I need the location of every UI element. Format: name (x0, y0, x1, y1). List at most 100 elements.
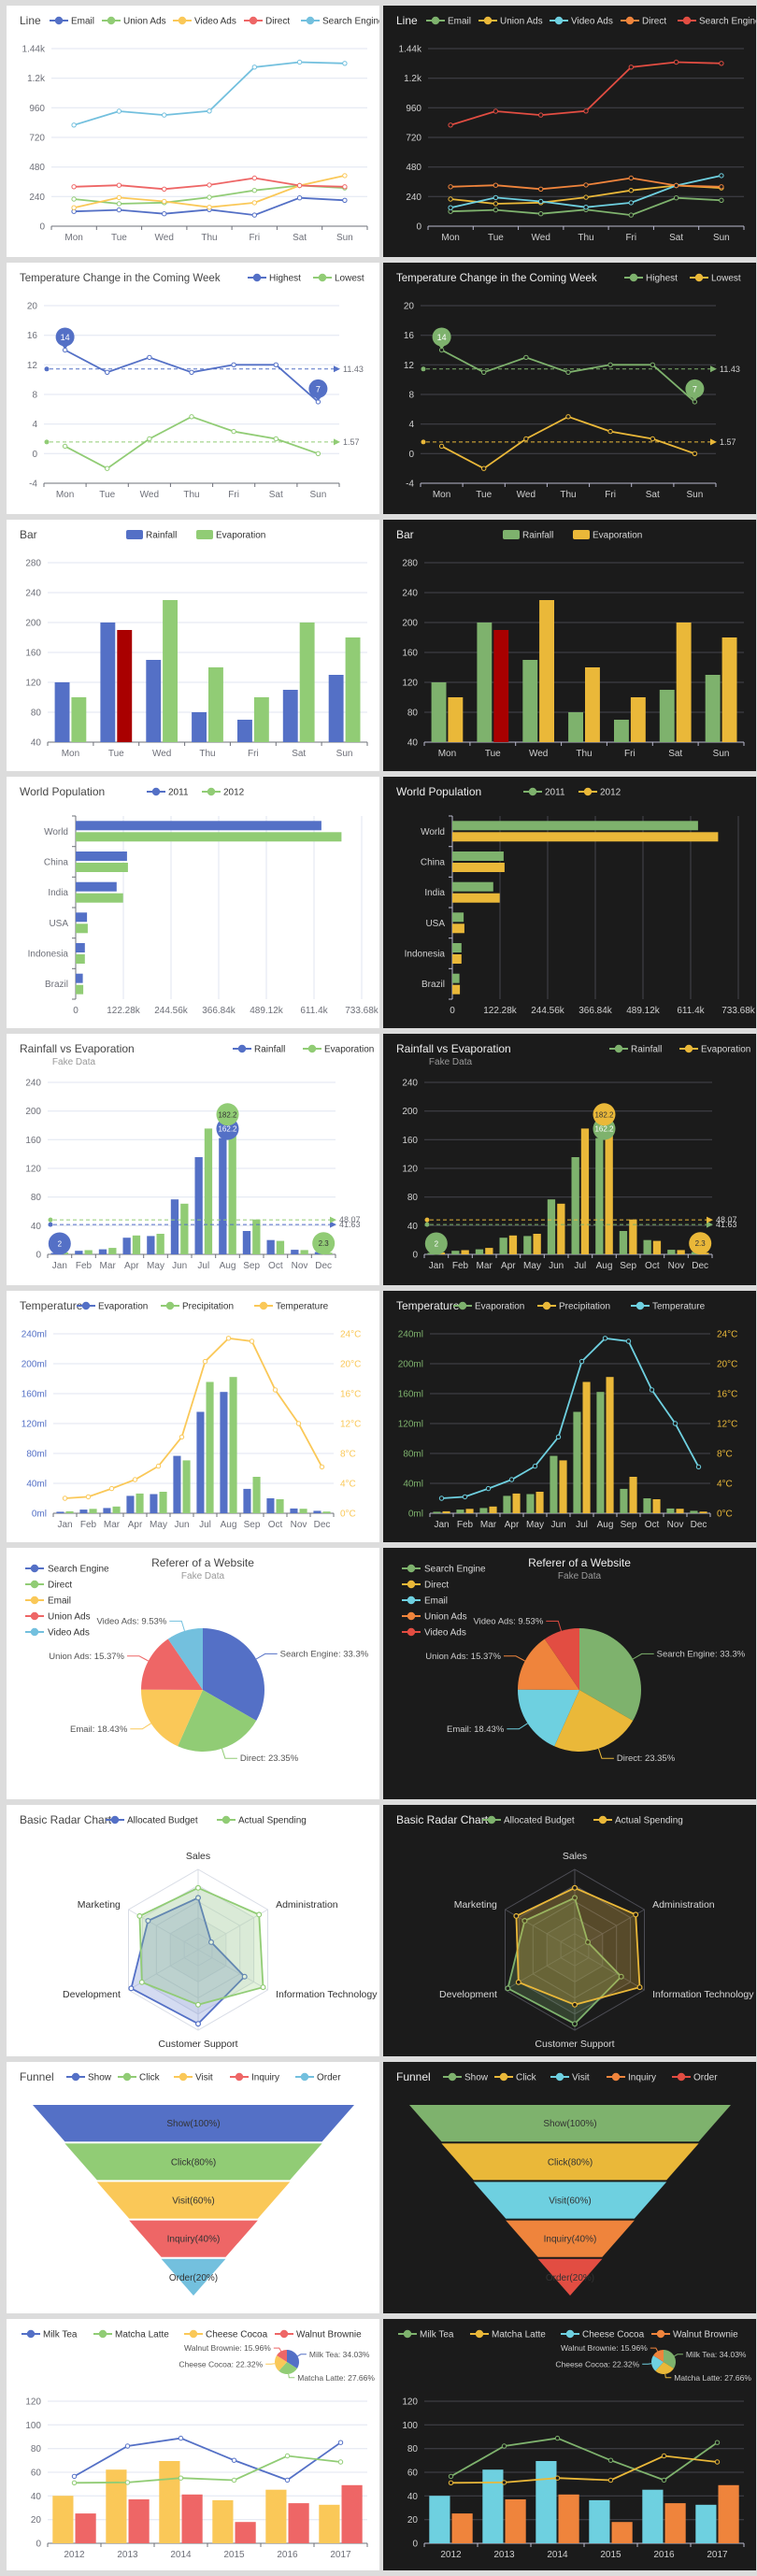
legend-item-search-engine[interactable]: Search Engine (402, 1565, 486, 1575)
bar[interactable] (431, 682, 447, 742)
legend-item-email[interactable]: Email (402, 1596, 448, 1607)
bar[interactable] (98, 1249, 107, 1254)
bar[interactable] (718, 2484, 739, 2543)
data-point[interactable] (162, 112, 167, 118)
bar[interactable] (291, 1250, 299, 1254)
bar[interactable] (132, 1235, 141, 1254)
bar[interactable] (452, 943, 462, 952)
data-point[interactable] (251, 64, 257, 70)
legend-item-precipitation[interactable]: Precipitation (537, 1302, 610, 1312)
bar[interactable] (84, 1250, 93, 1255)
bar[interactable] (643, 1498, 651, 1513)
bar[interactable] (452, 912, 464, 923)
basic-radar-chart-canvas[interactable]: Basic Radar Chart Allocated Budget Actual … (383, 1805, 756, 2056)
data-point[interactable] (342, 197, 348, 204)
data-point[interactable] (628, 175, 634, 181)
bar[interactable] (652, 1240, 662, 1254)
bar[interactable] (212, 2499, 234, 2543)
data-point[interactable] (583, 205, 589, 210)
data-point[interactable] (116, 207, 122, 213)
bar[interactable] (237, 720, 252, 742)
series-evaporation[interactable] (56, 1392, 321, 1513)
bar[interactable] (452, 954, 462, 964)
data-point[interactable] (448, 205, 453, 210)
data-point[interactable] (195, 1895, 202, 1901)
bar[interactable] (76, 984, 84, 995)
data-point[interactable] (628, 188, 634, 193)
series-precipitation[interactable] (65, 1377, 331, 1513)
bar[interactable] (573, 1411, 581, 1514)
bar[interactable] (313, 1510, 321, 1513)
legend-item-walnut-brownie[interactable]: Walnut Brownie (275, 2330, 362, 2340)
funnel-chart-canvas[interactable]: Funnel Show Click Visit Inquiry Order Show(100… (383, 2062, 756, 2313)
data-point[interactable] (296, 195, 303, 201)
legend-item-direct[interactable]: Direct (25, 1581, 72, 1591)
bar[interactable] (558, 2494, 579, 2543)
bar[interactable] (505, 2499, 526, 2543)
legend-item-rainfall[interactable]: Rainfall (503, 530, 553, 541)
series-milk-tea[interactable] (448, 2435, 721, 2483)
legend-item-rainfall[interactable]: Rainfall (233, 1045, 285, 1055)
legend-item-evaporation[interactable]: Evaporation (679, 1045, 750, 1055)
pie-referer-chart-canvas[interactable]: Referer of a Website Fake Data Search Engi… (7, 1548, 379, 1799)
legend-item-click[interactable]: Click (494, 2073, 537, 2083)
data-point[interactable] (607, 428, 613, 435)
bar[interactable] (242, 1231, 251, 1254)
funnel-band-click[interactable] (441, 2143, 699, 2181)
legend-item-walnut-brownie[interactable]: Walnut Brownie (651, 2330, 738, 2340)
series-temperature[interactable] (62, 1336, 325, 1501)
data-point[interactable] (337, 2459, 344, 2465)
bar[interactable] (461, 1250, 469, 1255)
bar[interactable] (571, 1157, 579, 1254)
bar[interactable] (619, 1231, 628, 1254)
data-point[interactable] (538, 198, 544, 205)
data-point[interactable] (438, 1496, 445, 1501)
bar[interactable] (76, 943, 85, 952)
data-point[interactable] (583, 182, 589, 188)
mixed-temperature-chart-canvas[interactable]: Temperature Evaporation Precipitation Tempe… (383, 1291, 756, 1542)
funnel-band-inquiry[interactable] (129, 2220, 258, 2257)
bar[interactable] (173, 1455, 181, 1513)
bar[interactable] (76, 893, 123, 903)
bar[interactable] (503, 1496, 511, 1513)
data-point[interactable] (162, 186, 167, 193)
legend-item-evaporation[interactable]: Evaporation (573, 530, 642, 541)
rainfall-vs-evaporation-chart-canvas[interactable]: Rainfall vs Evaporation Fake Data Rainfall… (7, 1034, 379, 1285)
temperature-week-chart-canvas[interactable]: Temperature Change in the Coming Week Hig… (383, 263, 756, 514)
data-point[interactable] (155, 1463, 162, 1469)
bar[interactable] (536, 2461, 557, 2543)
bar[interactable] (676, 623, 692, 742)
bar[interactable] (536, 1492, 544, 1513)
line-chart-canvas[interactable]: Line Email Union Ads Video Ads Direct Search … (7, 6, 379, 257)
bar[interactable] (75, 2513, 96, 2543)
bar[interactable] (557, 1203, 565, 1254)
bar[interactable] (276, 1499, 284, 1513)
bar[interactable] (56, 1511, 64, 1513)
pie-slice-union-ads[interactable] (141, 1639, 203, 1690)
bar[interactable] (181, 2494, 203, 2543)
bar[interactable] (182, 1460, 191, 1513)
legend-item-order[interactable]: Order (672, 2073, 718, 2083)
bar[interactable] (456, 1510, 464, 1513)
bar[interactable] (76, 881, 117, 892)
legend-item-union-ads[interactable]: Union Ads (102, 17, 166, 27)
bar[interactable] (585, 667, 600, 742)
bar[interactable] (664, 2503, 686, 2543)
bar[interactable] (136, 1493, 144, 1513)
data-point[interactable] (202, 1358, 208, 1365)
legend-item-evaporation[interactable]: Evaporation (196, 530, 265, 541)
bar[interactable] (76, 973, 83, 983)
data-point[interactable] (85, 1494, 92, 1500)
data-point[interactable] (607, 362, 613, 368)
bar[interactable] (533, 1234, 541, 1254)
data-point[interactable] (481, 465, 487, 471)
bar[interactable] (451, 1251, 460, 1254)
data-point[interactable] (207, 205, 212, 210)
temperature-week-chart-canvas[interactable]: Temperature Change in the Coming Week Hig… (7, 263, 379, 514)
data-point[interactable] (71, 196, 77, 202)
series-matcha-latte[interactable] (71, 2453, 344, 2486)
bar[interactable] (499, 1238, 507, 1254)
legend-item-lowest[interactable]: Lowest (690, 274, 741, 284)
series-evaporation[interactable] (60, 1123, 333, 1255)
bar[interactable] (229, 1377, 237, 1513)
